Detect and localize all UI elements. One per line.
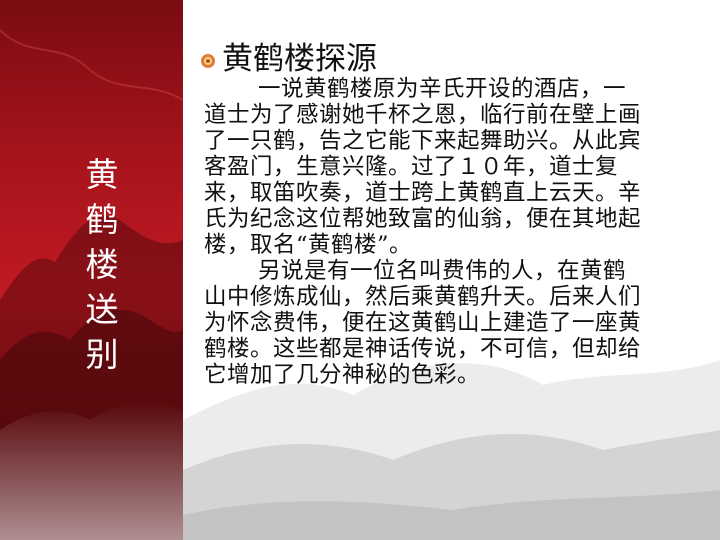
- background-ink-mountains: [183, 360, 720, 540]
- flower-bullet-icon: [201, 54, 215, 68]
- page-title: 黄鹤楼探源: [222, 41, 377, 77]
- sidebar-title-char: 楼: [85, 245, 119, 284]
- sidebar-panel: 黄 鹤 楼 送 别: [0, 0, 183, 540]
- sidebar-vertical-title: 黄 鹤 楼 送 别: [80, 152, 124, 377]
- sidebar-title-char: 鹤: [85, 200, 119, 239]
- sidebar-title-char: 送: [85, 290, 119, 329]
- sidebar-title-char: 黄: [85, 155, 119, 194]
- body-text: 一说黄鹤楼原为辛氏开设的酒店，一道士为了感谢她千杯之恩，临行前在壁上画了一只鹤，…: [204, 76, 644, 388]
- paragraph: 另说是有一位名叫费伟的人，在黄鹤山中修炼成仙，然后乘黄鹤升天。后来人们为怀念费伟…: [204, 258, 642, 388]
- sidebar-mountain-art: [0, 29, 183, 540]
- sidebar-title-char: 别: [85, 335, 119, 374]
- paragraph: 一说黄鹤楼原为辛氏开设的酒店，一道士为了感谢她千杯之恩，临行前在壁上画了一只鹤，…: [204, 76, 642, 258]
- slide-heading: 黄鹤楼探源: [200, 36, 377, 82]
